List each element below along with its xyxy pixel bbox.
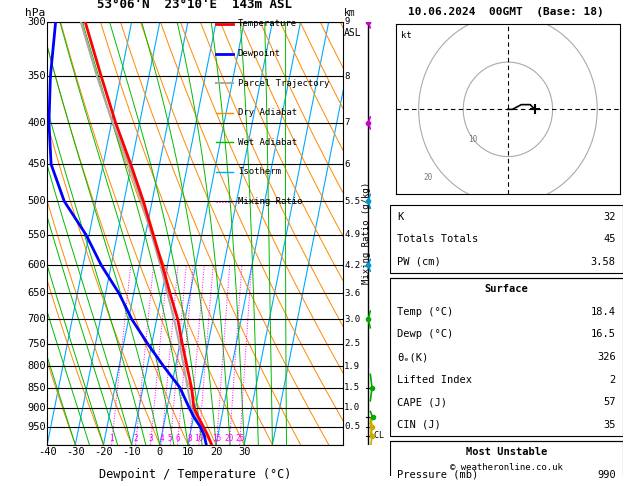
Text: kt: kt	[401, 31, 411, 40]
Text: 326: 326	[597, 352, 616, 362]
Text: Lifted Index: Lifted Index	[397, 375, 472, 384]
Text: 950: 950	[27, 422, 46, 432]
Text: 15: 15	[212, 434, 221, 443]
Text: Dewp (°C): Dewp (°C)	[397, 330, 454, 339]
Text: PW (cm): PW (cm)	[397, 257, 441, 267]
Text: -40: -40	[38, 447, 57, 457]
Text: 10: 10	[468, 136, 477, 144]
Text: 5.5: 5.5	[344, 197, 360, 206]
Text: Mixing Ratio (g/kg): Mixing Ratio (g/kg)	[362, 182, 371, 284]
Text: 18.4: 18.4	[591, 307, 616, 317]
Text: Most Unstable: Most Unstable	[465, 447, 547, 457]
Text: 10: 10	[182, 447, 194, 457]
Text: 1.9: 1.9	[344, 362, 360, 371]
Text: 9: 9	[344, 17, 350, 26]
Text: 400: 400	[27, 118, 46, 128]
Text: Wet Adiabat: Wet Adiabat	[238, 138, 297, 147]
Text: 4: 4	[159, 434, 164, 443]
Text: Parcel Trajectory: Parcel Trajectory	[238, 79, 329, 87]
Bar	[390, 205, 623, 273]
Text: 6: 6	[344, 160, 350, 169]
Text: LCL: LCL	[369, 431, 384, 440]
Text: 3.0: 3.0	[344, 315, 360, 324]
Text: 4.9: 4.9	[344, 230, 360, 239]
Text: Pressure (mb): Pressure (mb)	[397, 470, 478, 480]
Text: 8: 8	[187, 434, 192, 443]
Text: θₑ(K): θₑ(K)	[397, 352, 428, 362]
Text: 2: 2	[133, 434, 138, 443]
Text: 1.0: 1.0	[344, 403, 360, 412]
Text: 2.5: 2.5	[344, 339, 360, 348]
Text: 25: 25	[235, 434, 244, 443]
Text: 5: 5	[168, 434, 172, 443]
Text: Totals Totals: Totals Totals	[397, 234, 478, 244]
Text: 3.58: 3.58	[591, 257, 616, 267]
Text: 6: 6	[175, 434, 180, 443]
Text: 1: 1	[109, 434, 114, 443]
Text: Mixing Ratio: Mixing Ratio	[238, 197, 303, 206]
Text: Temperature: Temperature	[238, 19, 297, 29]
Text: CIN (J): CIN (J)	[397, 420, 441, 430]
Text: 10.06.2024  00GMT  (Base: 18): 10.06.2024 00GMT (Base: 18)	[408, 7, 604, 17]
Text: -10: -10	[122, 447, 141, 457]
Text: km: km	[344, 8, 356, 17]
Text: 800: 800	[27, 361, 46, 371]
Text: 10: 10	[194, 434, 203, 443]
Text: hPa: hPa	[25, 8, 46, 17]
Text: ASL: ASL	[344, 28, 362, 38]
Text: 53°06'N  23°10'E  143m ASL: 53°06'N 23°10'E 143m ASL	[97, 0, 292, 11]
Text: 16.5: 16.5	[591, 330, 616, 339]
Text: 750: 750	[27, 339, 46, 348]
Text: 2: 2	[610, 375, 616, 384]
Text: 45: 45	[603, 234, 616, 244]
Text: Temp (°C): Temp (°C)	[397, 307, 454, 317]
Text: Isotherm: Isotherm	[238, 168, 281, 176]
Text: -20: -20	[94, 447, 113, 457]
Text: 7: 7	[344, 119, 350, 127]
Text: Dewpoint / Temperature (°C): Dewpoint / Temperature (°C)	[99, 468, 291, 481]
Text: 0: 0	[157, 447, 163, 457]
Text: 450: 450	[27, 159, 46, 169]
Text: 20: 20	[225, 434, 234, 443]
Text: 20: 20	[210, 447, 223, 457]
Text: 0.5: 0.5	[344, 422, 360, 431]
Text: 8: 8	[344, 71, 350, 81]
Bar	[390, 441, 623, 486]
Text: 650: 650	[27, 288, 46, 298]
Text: 900: 900	[27, 403, 46, 413]
Text: 4.2: 4.2	[344, 261, 360, 270]
Text: 300: 300	[27, 17, 46, 27]
Text: 35: 35	[603, 420, 616, 430]
Text: 1.5: 1.5	[344, 383, 360, 392]
Text: CAPE (J): CAPE (J)	[397, 397, 447, 407]
Text: Surface: Surface	[484, 284, 528, 294]
Bar	[390, 278, 623, 436]
Text: K: K	[397, 211, 403, 222]
Text: 600: 600	[27, 260, 46, 270]
Text: 32: 32	[603, 211, 616, 222]
Text: 350: 350	[27, 71, 46, 81]
Text: 700: 700	[27, 314, 46, 325]
Text: © weatheronline.co.uk: © weatheronline.co.uk	[450, 463, 563, 471]
Text: Dry Adiabat: Dry Adiabat	[238, 108, 297, 117]
Text: 20: 20	[423, 173, 432, 182]
Text: 850: 850	[27, 382, 46, 393]
Text: 3.6: 3.6	[344, 289, 360, 298]
Text: 550: 550	[27, 230, 46, 240]
Text: Dewpoint: Dewpoint	[238, 49, 281, 58]
Text: 57: 57	[603, 397, 616, 407]
Text: 990: 990	[597, 470, 616, 480]
Text: 500: 500	[27, 196, 46, 206]
Text: 3: 3	[148, 434, 153, 443]
Text: -30: -30	[66, 447, 85, 457]
Text: 30: 30	[238, 447, 250, 457]
